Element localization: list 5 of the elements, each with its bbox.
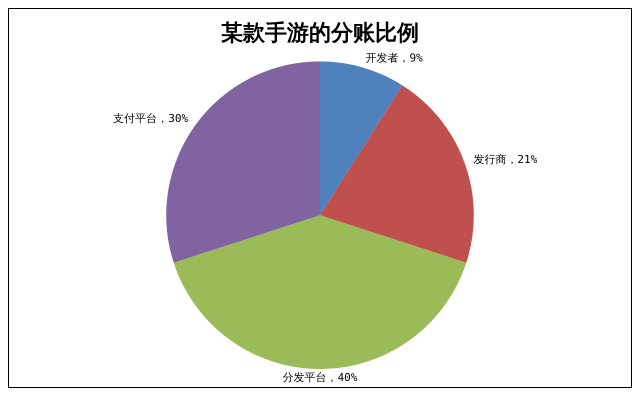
slice-label: 开发者，9%: [365, 52, 424, 65]
slice-label: 发行商，21%: [473, 152, 538, 166]
chart-title: 某款手游的分账比例: [221, 20, 419, 46]
slice-label: 支付平台，30%: [113, 112, 188, 126]
slice-label: 分发平台，40%: [282, 371, 358, 384]
